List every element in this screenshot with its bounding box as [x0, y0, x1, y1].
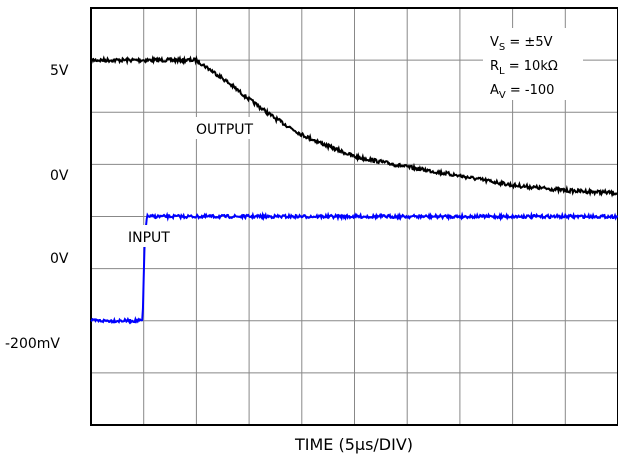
condition-av: AV = -100: [490, 83, 554, 101]
x-axis-label: TIME (5µs/DIV): [294, 435, 413, 454]
condition-vs: VS = ±5V: [490, 35, 553, 53]
plot-frame: [90, 7, 618, 426]
conditions-bg: [483, 28, 583, 100]
input-label: INPUT: [128, 230, 170, 246]
y-label-minus-200mv: -200mV: [5, 336, 60, 352]
input-trace: [90, 211, 618, 325]
y-label-0v-input: 0V: [50, 251, 69, 267]
y-label-0v-output: 0V: [50, 168, 69, 184]
output-trace: [90, 55, 618, 198]
output-label-bg: [190, 117, 262, 139]
input-label-bg: [122, 225, 180, 247]
condition-rl: RL = 10kΩ: [490, 59, 558, 77]
y-label-5v: 5V: [50, 63, 69, 79]
output-label: OUTPUT: [196, 122, 254, 138]
